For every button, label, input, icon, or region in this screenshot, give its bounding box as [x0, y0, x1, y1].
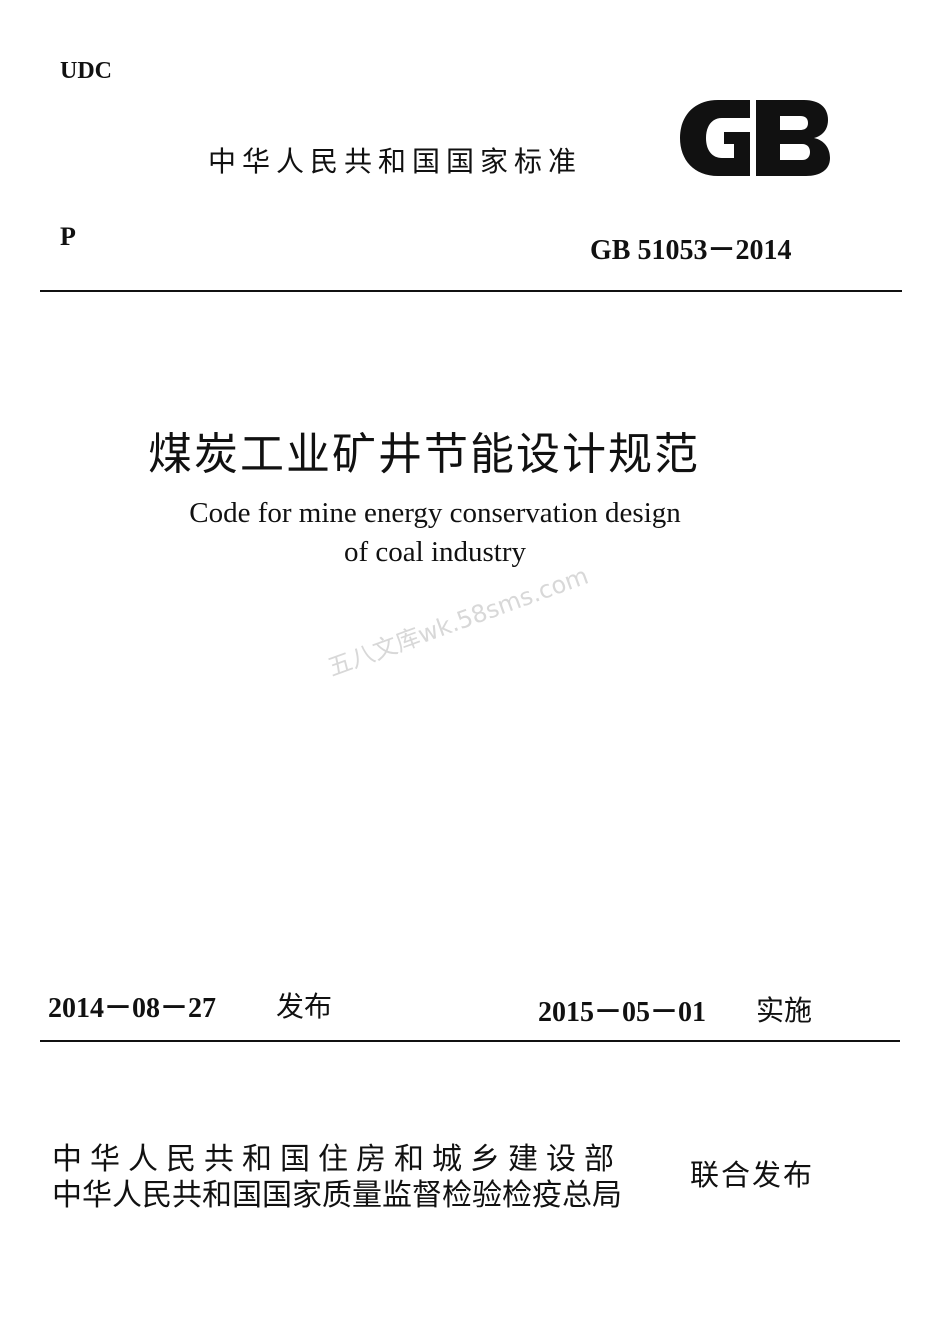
- category-code: P: [60, 222, 76, 251]
- watermark: 五八文库wk.58sms.com: [324, 561, 593, 682]
- issuer-aqsiq: 中华人民共和国国家质量监督检验检疫总局: [52, 1178, 622, 1213]
- issue-label: 发布: [276, 990, 333, 1023]
- issue-date: 2014－08－27: [48, 993, 217, 1024]
- standard-number: GB 51053－2014: [590, 235, 792, 266]
- bottom-divider: [40, 1040, 900, 1042]
- effective-label: 实施: [756, 994, 813, 1027]
- issuer-mohurd: 中华人民共和国住房和城乡建设部: [52, 1142, 622, 1177]
- title-chinese: 煤炭工业矿井节能设计规范: [148, 429, 700, 480]
- gb-logo: [680, 100, 830, 176]
- joint-issue-label: 联合发布: [690, 1158, 815, 1192]
- udc-label: UDC: [60, 58, 112, 84]
- title-english-line1: Code for mine energy conservation design: [189, 497, 681, 529]
- effective-date: 2015－05－01: [538, 997, 707, 1028]
- title-english-line2: of coal industry: [343, 536, 526, 568]
- top-divider: [40, 290, 902, 292]
- national-standard-heading: 中华人民共和国国家标准: [208, 145, 583, 178]
